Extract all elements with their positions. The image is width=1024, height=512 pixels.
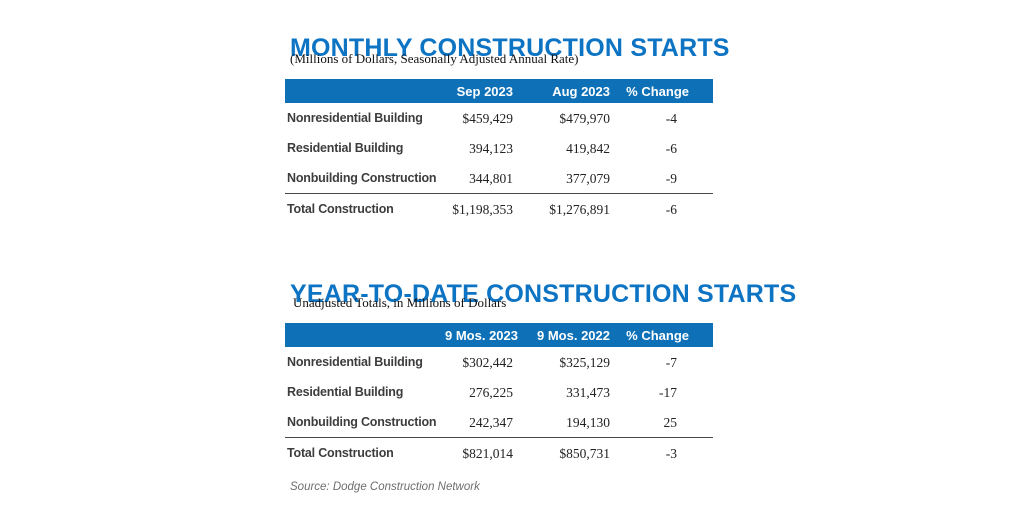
row-value-current: $459,429 bbox=[462, 111, 513, 126]
row-value-prior: 331,473 bbox=[566, 385, 610, 400]
row-value-pct-change: -17 bbox=[659, 385, 677, 400]
total-value-prior: $850,731 bbox=[559, 446, 610, 461]
total-value-current: $1,198,353 bbox=[452, 202, 513, 217]
total-value-prior: $1,276,891 bbox=[549, 202, 610, 217]
ytd-starts-table: 9 Mos. 2023 9 Mos. 2022 % Change Nonresi… bbox=[285, 323, 713, 468]
row-value-prior: 194,130 bbox=[566, 415, 610, 430]
ytd-subtitle: Unadjusted Totals, in Millions of Dollar… bbox=[293, 295, 507, 310]
row-value-current: 276,225 bbox=[469, 385, 513, 400]
row-value-pct-change: 25 bbox=[663, 415, 678, 430]
row-value-pct-change: -7 bbox=[665, 355, 677, 370]
source-attribution: Source: Dodge Construction Network bbox=[290, 481, 480, 493]
row-value-current: $302,442 bbox=[462, 355, 513, 370]
row-label: Residential Building bbox=[287, 385, 404, 399]
total-row: Total Construction $1,198,353 $1,276,891… bbox=[285, 193, 713, 224]
ytd-header-row: 9 Mos. 2023 9 Mos. 2022 % Change bbox=[285, 323, 713, 347]
row-value-pct-change: -4 bbox=[665, 111, 677, 126]
row-label: Nonresidential Building bbox=[287, 355, 423, 369]
row-value-prior: $479,970 bbox=[559, 111, 610, 126]
table-row: Nonbuilding Construction 242,347 194,130… bbox=[285, 407, 713, 437]
total-value-pct-change: -3 bbox=[665, 446, 677, 461]
row-label: Nonresidential Building bbox=[287, 111, 423, 125]
row-value-current: 242,347 bbox=[469, 415, 513, 430]
total-value-pct-change: -6 bbox=[665, 202, 677, 217]
row-label: Residential Building bbox=[287, 141, 404, 155]
table-row: Residential Building 276,225 331,473 -17 bbox=[285, 377, 713, 407]
row-value-prior: 419,842 bbox=[566, 141, 610, 156]
ytd-header-pct-change: % Change bbox=[626, 327, 689, 343]
ytd-title: YEAR-TO-DATE CONSTRUCTION STARTS bbox=[290, 279, 797, 308]
table-row: Residential Building 394,123 419,842 -6 bbox=[285, 133, 713, 163]
row-label: Nonbuilding Construction bbox=[287, 171, 437, 185]
row-value-pct-change: -9 bbox=[665, 171, 677, 186]
row-value-pct-change: -6 bbox=[665, 141, 677, 156]
row-value-prior: 377,079 bbox=[566, 171, 610, 186]
total-row-label: Total Construction bbox=[287, 202, 394, 216]
table-row: Nonresidential Building $459,429 $479,97… bbox=[285, 103, 713, 133]
row-value-current: 394,123 bbox=[469, 141, 513, 156]
row-value-current: 344,801 bbox=[469, 171, 513, 186]
row-value-prior: $325,129 bbox=[559, 355, 610, 370]
row-label: Nonbuilding Construction bbox=[287, 415, 437, 429]
total-value-current: $821,014 bbox=[462, 446, 513, 461]
ytd-header-9mos-2022: 9 Mos. 2022 bbox=[537, 327, 610, 343]
monthly-subtitle: (Millions of Dollars, Seasonally Adjuste… bbox=[290, 51, 579, 66]
ytd-header-9mos-2023: 9 Mos. 2023 bbox=[445, 327, 518, 343]
table-row: Nonresidential Building $302,442 $325,12… bbox=[285, 347, 713, 377]
monthly-header-sep-2023: Sep 2023 bbox=[456, 83, 513, 99]
monthly-header-aug-2023: Aug 2023 bbox=[552, 83, 610, 99]
monthly-header-row: Sep 2023 Aug 2023 % Change bbox=[285, 79, 713, 103]
monthly-header-pct-change: % Change bbox=[626, 83, 689, 99]
monthly-title: MONTHLY CONSTRUCTION STARTS bbox=[290, 33, 730, 62]
total-row: Total Construction $821,014 $850,731 -3 bbox=[285, 437, 713, 468]
table-row: Nonbuilding Construction 344,801 377,079… bbox=[285, 163, 713, 193]
monthly-starts-table: Sep 2023 Aug 2023 % Change Nonresidentia… bbox=[285, 79, 713, 224]
total-row-label: Total Construction bbox=[287, 446, 394, 460]
